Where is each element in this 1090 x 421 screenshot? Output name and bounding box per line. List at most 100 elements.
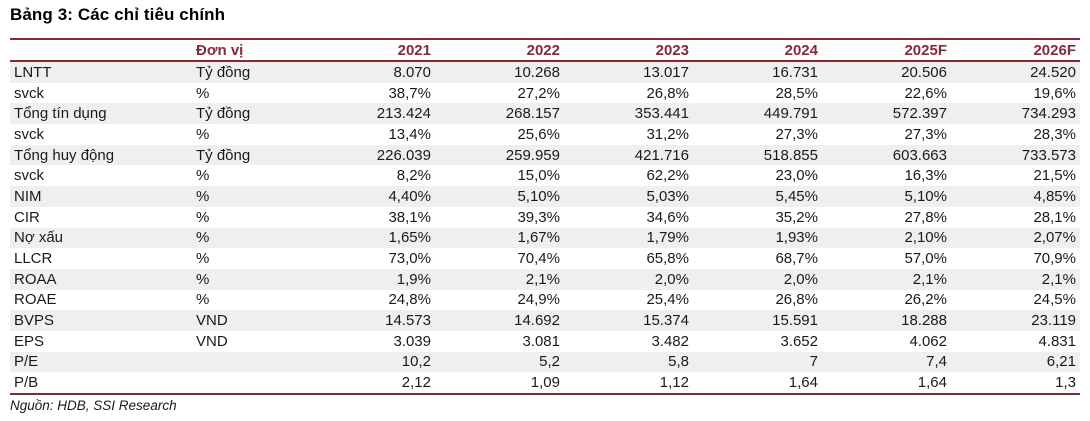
value-cell: 15.591 xyxy=(772,312,818,330)
value-cell: 4,85% xyxy=(1033,187,1076,205)
row-label-cell: Tổng huy động xyxy=(14,146,115,164)
value-cell: 28,1% xyxy=(1033,208,1076,226)
value-cell: 65,8% xyxy=(646,250,689,268)
value-cell: 38,1% xyxy=(388,208,431,226)
header-cell-2021: 2021 xyxy=(397,41,431,59)
value-cell: 16.731 xyxy=(772,63,818,81)
row-label-cell: CIR xyxy=(14,208,40,226)
value-cell: 24,9% xyxy=(517,291,560,309)
table-row: Nợ xấu % 1,65% 1,67% 1,79% 1,93% 2,10% 2… xyxy=(10,227,1080,249)
indicators-table: Đơn vị 2021 2022 2023 2024 2025F 2026F L… xyxy=(10,38,1080,395)
value-cell: 24.520 xyxy=(1030,63,1076,81)
value-cell: 25,6% xyxy=(517,125,560,143)
table-row: ROAE % 24,8% 24,9% 25,4% 26,8% 26,2% 24,… xyxy=(10,290,1080,311)
value-cell: 421.716 xyxy=(634,146,689,164)
header-cell-2022: 2022 xyxy=(526,41,560,59)
row-label-cell: BVPS xyxy=(14,312,55,330)
table-row: EPS VND 3.039 3.081 3.482 3.652 4.062 4.… xyxy=(10,331,1080,352)
row-label-cell: P/E xyxy=(14,353,39,371)
value-cell: 26,8% xyxy=(646,84,689,102)
row-unit-cell: % xyxy=(196,291,210,309)
value-cell: 70,4% xyxy=(517,250,560,268)
value-cell: 1,3 xyxy=(1055,374,1076,392)
value-cell: 19,6% xyxy=(1033,84,1076,102)
row-unit-cell: % xyxy=(196,229,210,247)
value-cell: 23,0% xyxy=(775,167,818,185)
table-row: LLCR % 73,0% 70,4% 65,8% 68,7% 57,0% 70,… xyxy=(10,248,1080,269)
value-cell: 18.288 xyxy=(901,312,947,330)
value-cell: 5,2 xyxy=(539,353,560,371)
table-row: P/B 2,12 1,09 1,12 1,64 1,64 1,3 xyxy=(10,372,1080,394)
source-note: Nguồn: HDB, SSI Research xyxy=(10,398,177,413)
value-cell: 73,0% xyxy=(388,250,431,268)
table-row: svck % 8,2% 15,0% 62,2% 23,0% 16,3% 21,5… xyxy=(10,165,1080,186)
value-cell: 5,10% xyxy=(517,187,560,205)
table-row: LNTT Tỷ đồng 8.070 10.268 13.017 16.731 … xyxy=(10,61,1080,83)
value-cell: 57,0% xyxy=(904,250,947,268)
table-row: Tổng huy động Tỷ đồng 226.039 259.959 42… xyxy=(10,144,1080,166)
value-cell: 39,3% xyxy=(517,208,560,226)
row-unit-cell: Tỷ đồng xyxy=(196,63,251,81)
value-cell: 28,5% xyxy=(775,84,818,102)
table-row: BVPS VND 14.573 14.692 15.374 15.591 18.… xyxy=(10,310,1080,331)
value-cell: 2,1% xyxy=(1041,270,1076,288)
value-cell: 2,0% xyxy=(783,270,818,288)
value-cell: 14.573 xyxy=(385,312,431,330)
value-cell: 5,45% xyxy=(775,187,818,205)
value-cell: 1,79% xyxy=(646,229,689,247)
value-cell: 13,4% xyxy=(388,125,431,143)
row-label-cell: ROAA xyxy=(14,270,57,288)
value-cell: 27,2% xyxy=(517,84,560,102)
row-unit-cell: VND xyxy=(196,312,228,330)
page-title: Bảng 3: Các chỉ tiêu chính xyxy=(10,5,226,24)
row-unit-cell: Tỷ đồng xyxy=(196,105,251,123)
value-cell: 25,4% xyxy=(646,291,689,309)
value-cell: 14.692 xyxy=(514,312,560,330)
row-label-cell: NIM xyxy=(14,187,42,205)
row-label-cell: LNTT xyxy=(14,63,52,81)
row-unit-cell: % xyxy=(196,187,210,205)
value-cell: 4.062 xyxy=(909,332,947,350)
table-row: svck % 38,7% 27,2% 26,8% 28,5% 22,6% 19,… xyxy=(10,83,1080,104)
value-cell: 3.081 xyxy=(522,332,560,350)
value-cell: 2,0% xyxy=(654,270,689,288)
value-cell: 226.039 xyxy=(376,146,431,164)
value-cell: 13.017 xyxy=(643,63,689,81)
header-cell-unit: Đơn vị xyxy=(196,41,244,59)
row-unit-cell: Tỷ đồng xyxy=(196,146,251,164)
value-cell: 35,2% xyxy=(775,208,818,226)
value-cell: 15,0% xyxy=(517,167,560,185)
value-cell: 22,6% xyxy=(904,84,947,102)
value-cell: 603.663 xyxy=(892,146,947,164)
value-cell: 8.070 xyxy=(393,63,431,81)
value-cell: 26,2% xyxy=(904,291,947,309)
value-cell: 3.652 xyxy=(780,332,818,350)
row-unit-cell: % xyxy=(196,125,210,143)
table-row: CIR % 38,1% 39,3% 34,6% 35,2% 27,8% 28,1… xyxy=(10,207,1080,228)
row-unit-cell: % xyxy=(196,208,210,226)
value-cell: 34,6% xyxy=(646,208,689,226)
value-cell: 68,7% xyxy=(775,250,818,268)
row-unit-cell: VND xyxy=(196,332,228,350)
value-cell: 1,93% xyxy=(775,229,818,247)
value-cell: 27,3% xyxy=(904,125,947,143)
header-cell-blank xyxy=(10,39,186,61)
row-label-cell: EPS xyxy=(14,332,45,350)
table-row: svck % 13,4% 25,6% 31,2% 27,3% 27,3% 28,… xyxy=(10,124,1080,145)
row-label-cell: Nợ xấu xyxy=(14,229,64,247)
value-cell: 2,07% xyxy=(1033,229,1076,247)
value-cell: 24,5% xyxy=(1033,291,1076,309)
value-cell: 23.119 xyxy=(1031,312,1076,330)
value-cell: 8,2% xyxy=(396,167,431,185)
header-cell-2026f: 2026F xyxy=(1033,41,1076,59)
row-unit-cell: % xyxy=(196,84,210,102)
value-cell: 2,10% xyxy=(904,229,947,247)
value-cell: 16,3% xyxy=(904,167,947,185)
value-cell: 733.573 xyxy=(1021,146,1076,164)
value-cell: 38,7% xyxy=(388,84,431,102)
row-label-cell: ROAE xyxy=(14,291,57,309)
value-cell: 518.855 xyxy=(763,146,818,164)
value-cell: 5,03% xyxy=(646,187,689,205)
value-cell: 268.157 xyxy=(505,105,560,123)
row-unit-cell: % xyxy=(196,250,210,268)
